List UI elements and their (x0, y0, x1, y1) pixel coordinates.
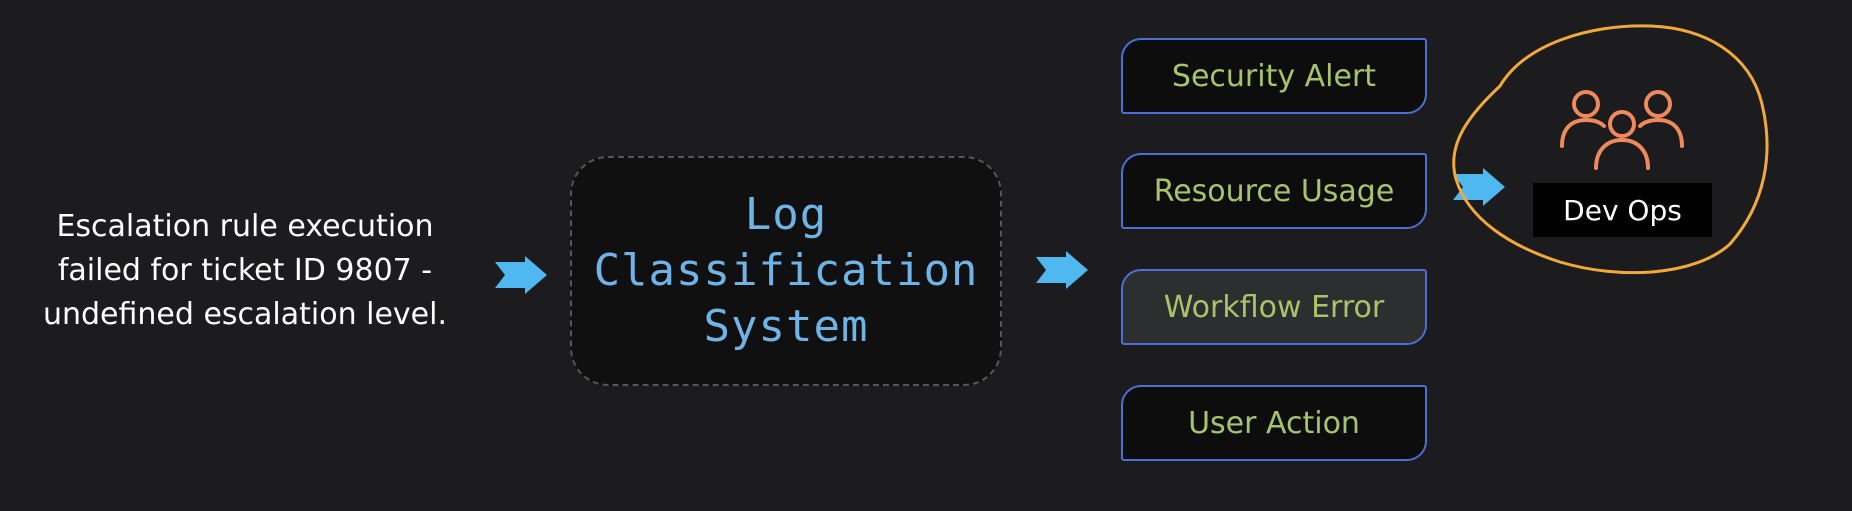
team-label-devops: Dev Ops (1533, 183, 1712, 237)
category-label: User Action (1188, 405, 1360, 441)
category-resource-usage: Resource Usage (1121, 153, 1427, 229)
category-label: Workflow Error (1163, 289, 1385, 325)
arrow-right-icon (495, 256, 547, 294)
category-workflow-error: Workflow Error (1121, 269, 1427, 345)
category-label: Security Alert (1171, 58, 1377, 94)
log-classification-system-box: Log Classification System (570, 156, 1002, 386)
category-label: Resource Usage (1153, 173, 1395, 209)
input-log-message: Escalation rule execution failed for tic… (42, 209, 448, 332)
arrow-right-icon (1036, 251, 1088, 289)
system-title: Log Classification System (593, 189, 979, 352)
people-group-icon (1552, 88, 1692, 180)
arrow-right-icon (1453, 168, 1505, 206)
category-user-action: User Action (1121, 385, 1427, 461)
category-security-alert: Security Alert (1121, 38, 1427, 114)
highlight-circle-annotation (1440, 14, 1780, 278)
